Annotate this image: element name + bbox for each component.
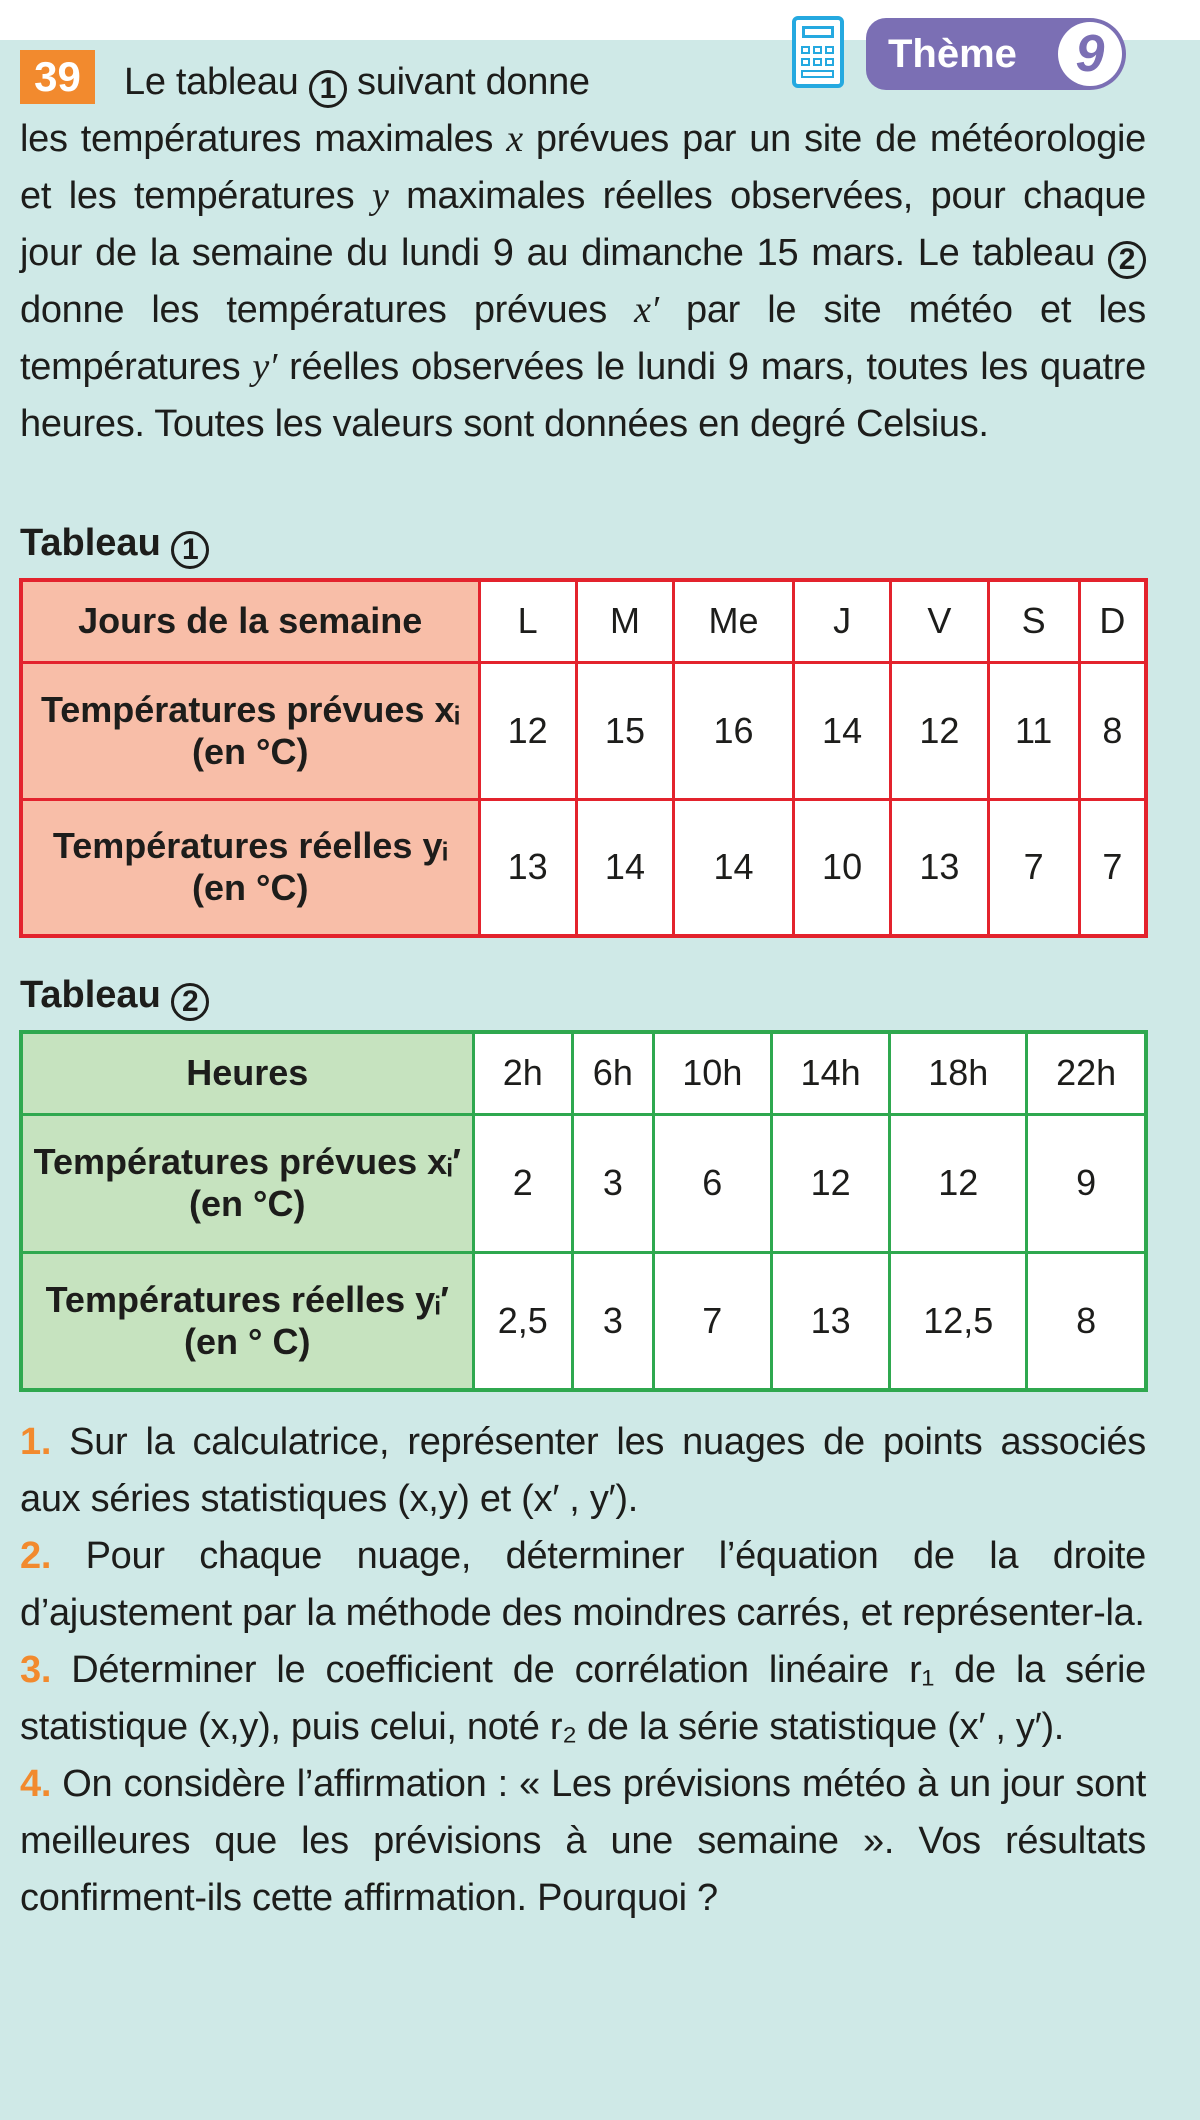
- table1-row_headers-0: Jours de la semaine: [19, 578, 481, 664]
- question-3: 3. Déterminer le coefficient de corrélat…: [20, 1642, 1146, 1756]
- table1-actual-3: 10: [791, 797, 893, 938]
- table2-actual-2: 7: [651, 1250, 773, 1392]
- table1-days-3: J: [791, 578, 893, 664]
- table2-hours-4: 18h: [888, 1030, 1029, 1116]
- intro-x: x: [506, 118, 523, 160]
- intro-circle2: 2: [1108, 241, 1146, 279]
- table1-days-4: V: [889, 578, 990, 664]
- table2-forecast-5: 9: [1025, 1112, 1148, 1254]
- intro-p1: les températures maximales: [20, 118, 507, 160]
- intro-p4: donne les températures prévues: [20, 289, 635, 331]
- questions: 1. Sur la calculatrice, représenter les …: [20, 1414, 1146, 1927]
- intro-p6: réelles observées le lundi 9 mars, toute…: [20, 346, 1146, 445]
- calculator-icon: [792, 16, 844, 88]
- table2-actual-3: 13: [769, 1250, 892, 1392]
- table1-circle: 1: [171, 531, 210, 569]
- intro-p2: prévues par un site de météorologie et l…: [20, 118, 1146, 217]
- table1-actual-6: 7: [1077, 797, 1148, 938]
- intro-paragraph: les températures maximales x prévues par…: [20, 111, 1146, 453]
- table2-forecast-2: 6: [651, 1112, 773, 1254]
- table1-row_headers-1: Températures prévues xᵢ (en °C): [19, 660, 481, 801]
- table2-hours-2: 10h: [651, 1030, 773, 1116]
- intro-y: y: [371, 175, 389, 217]
- table1-days-0: L: [477, 578, 578, 664]
- table2-hours-5: 22h: [1025, 1030, 1148, 1116]
- table1-actual-0: 13: [477, 797, 578, 938]
- table1-days-1: M: [574, 578, 676, 664]
- table2-title: Tableau: [20, 974, 161, 1016]
- table1-forecast-5: 11: [986, 660, 1081, 801]
- table-2: Heures 2h 6h 10h 14h 18h 22h Températures prév…: [19, 1030, 1148, 1392]
- table-1: Jours de la semaine L M Me J V S D Températures…: [19, 578, 1148, 938]
- theme-label: Thème: [888, 32, 1017, 76]
- intro-first_line_b: suivant donne: [357, 61, 590, 103]
- questions-3-text: On considère l’affirmation : « Les prévi…: [20, 1763, 1146, 1919]
- table1-actual-4: 13: [889, 797, 990, 938]
- table2-actual-0: 2,5: [471, 1250, 574, 1392]
- table1-title: Tableau: [20, 522, 161, 564]
- table2-hours-1: 6h: [570, 1030, 655, 1116]
- table1-row_headers-2: Températures réelles yᵢ (en °C): [19, 797, 481, 938]
- intro-first_line_a: Le tableau: [124, 61, 299, 103]
- intro-p5: par le site météo et les températures: [20, 289, 1147, 388]
- table2-forecast-0: 2: [471, 1112, 574, 1254]
- questions-1-text: Pour chaque nuage, déterminer l’équation…: [20, 1535, 1146, 1634]
- question-1: 1. Sur la calculatrice, représenter les …: [20, 1414, 1146, 1528]
- question-4: 4. On considère l’affirmation : « Les pr…: [20, 1756, 1146, 1927]
- table2-title: Tableau 2: [20, 970, 210, 1021]
- table1-days-6: D: [1077, 578, 1148, 664]
- table1-days-5: S: [986, 578, 1081, 664]
- table2-row_headers-2: Températures réelles yᵢ′ (en ° C): [19, 1250, 475, 1392]
- table1-forecast-6: 8: [1077, 660, 1148, 801]
- table1-forecast-3: 14: [791, 660, 893, 801]
- table2-hours-3: 14h: [769, 1030, 892, 1116]
- table2-row_headers-0: Heures: [19, 1030, 475, 1116]
- question-2: 2. Pour chaque nuage, déterminer l’équat…: [20, 1528, 1146, 1642]
- table2-row_headers-1: Températures prévues xᵢ′ (en °C): [19, 1112, 475, 1254]
- theme-badge: Thème 9: [866, 18, 1126, 90]
- intro-yp: y′: [252, 346, 277, 388]
- questions-1-num: 2.: [20, 1535, 52, 1577]
- table1-forecast-2: 16: [672, 660, 795, 801]
- intro-p3: maximales réelles observées, pour chaque…: [20, 175, 1146, 274]
- questions-0-text: Sur la calculatrice, représenter les nua…: [20, 1421, 1146, 1520]
- table2-forecast-3: 12: [769, 1112, 892, 1254]
- intro-first-line: Le tableau 1 suivant donne: [124, 54, 824, 111]
- table2-actual-4: 12,5: [888, 1250, 1029, 1392]
- table2-hours-0: 2h: [471, 1030, 574, 1116]
- table1-actual-5: 7: [986, 797, 1081, 938]
- questions-2-num: 3.: [20, 1649, 52, 1691]
- intro-xp: x′: [634, 289, 659, 331]
- questions-3-num: 4.: [20, 1763, 52, 1805]
- questions-0-num: 1.: [20, 1421, 52, 1463]
- table1-forecast-0: 12: [477, 660, 578, 801]
- table2-circle: 2: [171, 983, 210, 1021]
- table1-actual-1: 14: [574, 797, 676, 938]
- theme-number: 9: [1058, 22, 1122, 86]
- table1-forecast-1: 15: [574, 660, 676, 801]
- table1-days-2: Me: [672, 578, 795, 664]
- table2-forecast-4: 12: [888, 1112, 1029, 1254]
- table2-actual-5: 8: [1025, 1250, 1148, 1392]
- questions-2-text: Déterminer le coefficient de corrélation…: [20, 1649, 1146, 1748]
- table2-actual-1: 3: [570, 1250, 655, 1392]
- intro-first_line_circle: 1: [308, 70, 347, 108]
- table2-forecast-1: 3: [570, 1112, 655, 1254]
- table1-actual-2: 14: [672, 797, 795, 938]
- table1-title: Tableau 1: [20, 518, 210, 569]
- table1-forecast-4: 12: [889, 660, 990, 801]
- exercise-number-badge: 39: [20, 50, 95, 104]
